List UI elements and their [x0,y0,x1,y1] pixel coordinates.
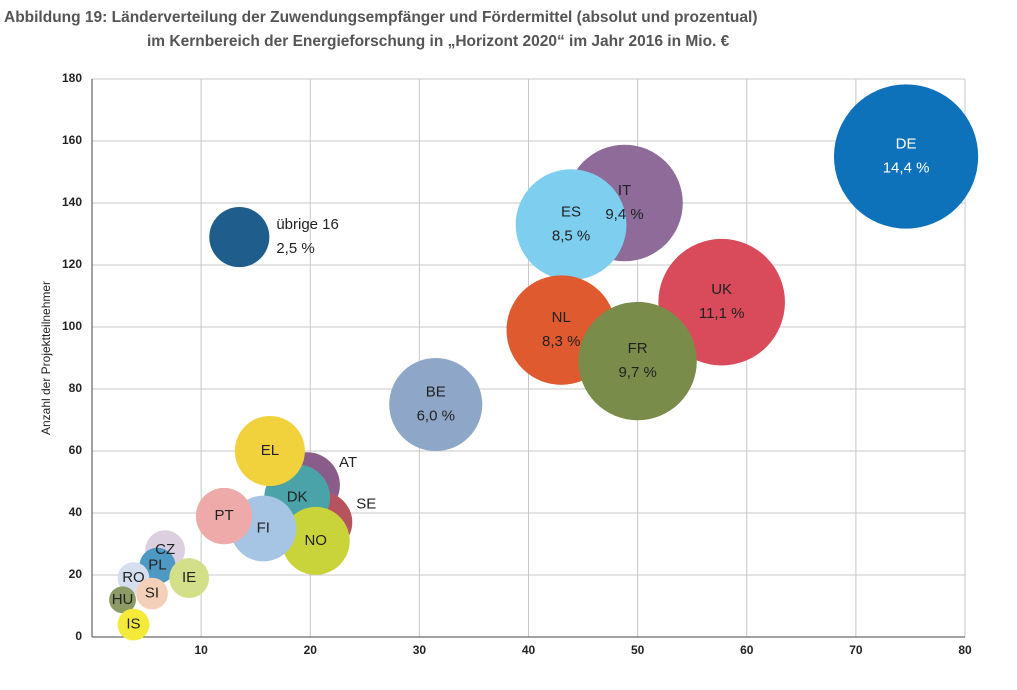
size-label: 6,0 % [417,407,455,424]
bubble [234,415,305,487]
x-tick-label: 30 [413,643,427,657]
bubble-label: SI [145,585,159,602]
x-tick-label: 40 [522,643,536,657]
y-axis-label: Anzahl der Projektteilnehmer [39,281,53,435]
bubble-label: AT [339,454,357,471]
y-tick-label: 40 [69,505,83,519]
bubble-label: BE [426,383,446,400]
bubble [281,506,350,575]
bubble [209,207,270,268]
bubble-label: IE [182,569,196,586]
x-tick-label: 70 [849,643,863,657]
bubble-label: NL [552,309,571,326]
size-label: 8,5 % [552,228,590,245]
size-label: 2,5 % [276,240,314,257]
bubble [578,301,697,421]
bubble-label: FI [257,519,270,536]
bubble-label: SE [356,495,376,512]
size-label: 9,4 % [605,206,643,223]
bubble [109,586,136,614]
size-label: 9,7 % [618,364,656,381]
chart-title: Abbildung 19: Länderverteilung der Zuwen… [4,9,758,26]
bubble-label: IS [126,616,140,633]
bubble-label: NO [304,532,327,549]
bubble-label: UK [711,281,732,298]
bubble [136,577,168,610]
bubble-label: HU [112,591,134,608]
bubble [169,558,210,599]
x-tick-label: 50 [631,643,645,657]
y-tick-label: 20 [69,567,83,581]
size-label: 8,3 % [542,333,580,350]
y-tick-label: 180 [62,71,82,85]
y-tick-label: 100 [62,319,82,333]
bubble-label: FR [628,340,648,357]
bubble-label: CZ [155,541,175,558]
bubble [515,169,627,281]
y-tick-label: 60 [69,443,83,457]
bubble-label: DE [896,135,917,152]
bubble-label: ES [561,204,581,221]
y-tick-label: 120 [62,257,82,271]
bubble [117,608,150,641]
y-tick-label: 140 [62,195,82,209]
bubble-label: IT [618,182,631,199]
x-tick-label: 20 [304,643,318,657]
chart-title: im Kernbereich der Energieforschung in „… [147,33,730,50]
size-label: 11,1 % [699,305,745,322]
y-tick-label: 160 [62,133,82,147]
bubble-label: RO [122,569,145,586]
bubble-label: PT [214,507,233,524]
bubble [833,84,979,229]
bubble [195,487,253,545]
bubble-label: DK [287,488,308,505]
x-tick-label: 80 [958,643,972,657]
bubble-label: PL [148,557,166,574]
bubble-label: EL [261,442,279,459]
y-tick-label: 80 [69,381,83,395]
x-tick-label: 10 [194,643,208,657]
bubble [389,357,483,452]
y-tick-label: 0 [75,629,82,643]
bubble-label: übrige 16 [276,216,339,233]
x-tick-label: 60 [740,643,754,657]
size-label: 14,4 % [883,159,930,176]
